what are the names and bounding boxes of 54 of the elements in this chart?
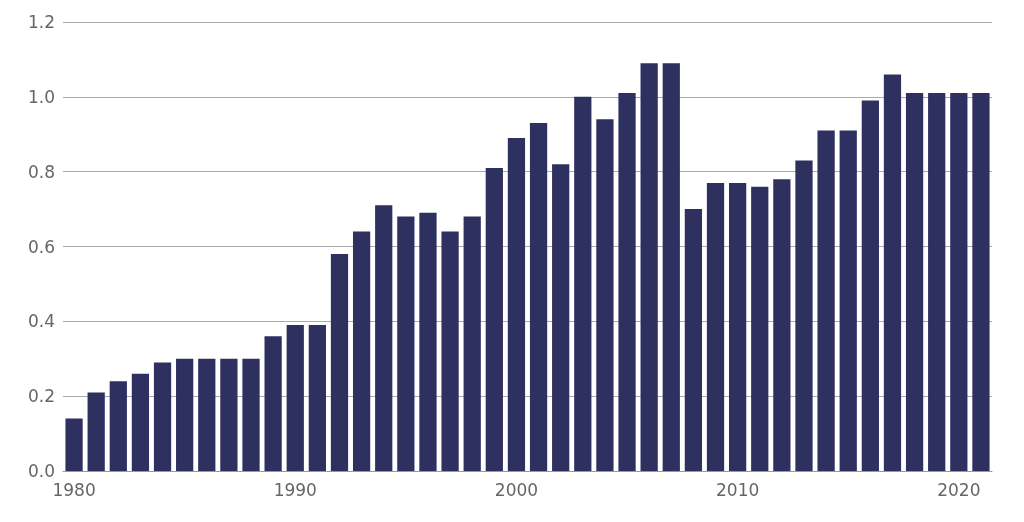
bar (574, 96, 592, 471)
bar (153, 362, 172, 471)
bar (552, 164, 570, 471)
bar (441, 231, 459, 471)
bar (463, 216, 481, 471)
bar (817, 130, 835, 471)
y-tick-label: 0.0 (27, 461, 55, 481)
bar (618, 93, 636, 471)
bar (529, 123, 548, 471)
bar (662, 63, 680, 471)
bar (950, 93, 968, 471)
bar (131, 373, 150, 471)
bar (375, 205, 393, 471)
bar (286, 325, 304, 471)
bar (729, 182, 747, 471)
bar (308, 325, 326, 471)
x-tick-label: 1990 (273, 479, 317, 500)
bar (397, 216, 415, 471)
bar (684, 209, 703, 471)
bar (839, 130, 857, 471)
bar (198, 358, 216, 471)
bar (795, 160, 813, 471)
y-tick-label: 0.8 (27, 161, 55, 182)
y-tick-label: 0.6 (27, 236, 55, 257)
x-tick-label: 2010 (716, 479, 760, 500)
bar (773, 179, 791, 471)
bar (706, 182, 725, 471)
x-tick-label: 2020 (937, 479, 981, 500)
bar (640, 63, 658, 471)
bar (87, 392, 105, 471)
y-tick-label: 0.4 (27, 311, 55, 332)
bar (220, 358, 238, 471)
bar (883, 74, 902, 471)
bar (596, 119, 614, 471)
y-tick-label: 1.2 (27, 12, 55, 32)
bar (330, 253, 349, 471)
bar (419, 212, 437, 471)
bar (352, 231, 371, 471)
bar (65, 418, 83, 471)
bar (928, 93, 946, 471)
bar (485, 167, 503, 471)
bar (507, 137, 526, 471)
bar (109, 381, 127, 471)
bar (176, 358, 194, 471)
y-tick-label: 1.0 (27, 86, 55, 107)
bar (751, 186, 769, 471)
x-tick-label: 1980 (52, 479, 96, 500)
y-tick-label: 0.2 (27, 386, 55, 407)
bar (264, 336, 282, 471)
bar (861, 100, 879, 471)
bar (972, 93, 990, 471)
bar (242, 358, 260, 471)
x-tick-label: 2000 (494, 479, 539, 500)
bar (905, 93, 924, 471)
